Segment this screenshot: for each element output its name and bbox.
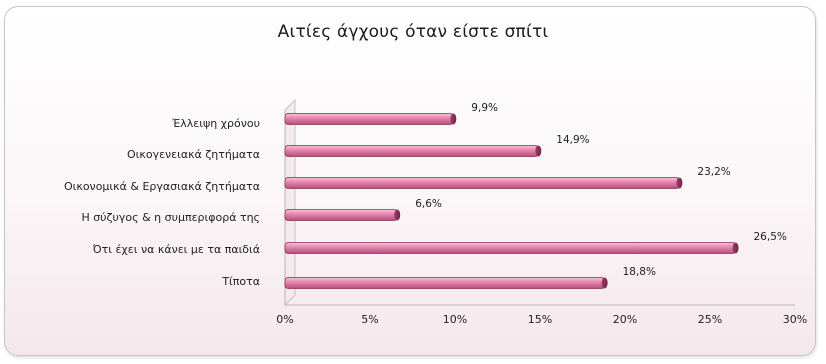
bar-end-cap — [676, 178, 682, 189]
bar-end-cap — [602, 278, 608, 289]
bar-end-cap — [535, 146, 541, 157]
chart-back-wall — [285, 100, 295, 305]
data-label: 26,5% — [754, 231, 787, 243]
bar-end-cap — [394, 210, 400, 221]
data-label: 6,6% — [415, 198, 442, 210]
bar-end-cap — [733, 243, 739, 254]
bar — [285, 114, 453, 125]
bar-end-cap — [450, 114, 456, 125]
bar — [285, 210, 397, 221]
data-label: 9,9% — [471, 102, 498, 114]
bar — [285, 278, 605, 289]
bar — [285, 243, 736, 254]
data-label: 14,9% — [556, 134, 589, 146]
data-label: 18,8% — [623, 266, 656, 278]
bar — [285, 178, 679, 189]
bar — [285, 146, 538, 157]
data-label: 23,2% — [697, 166, 730, 178]
